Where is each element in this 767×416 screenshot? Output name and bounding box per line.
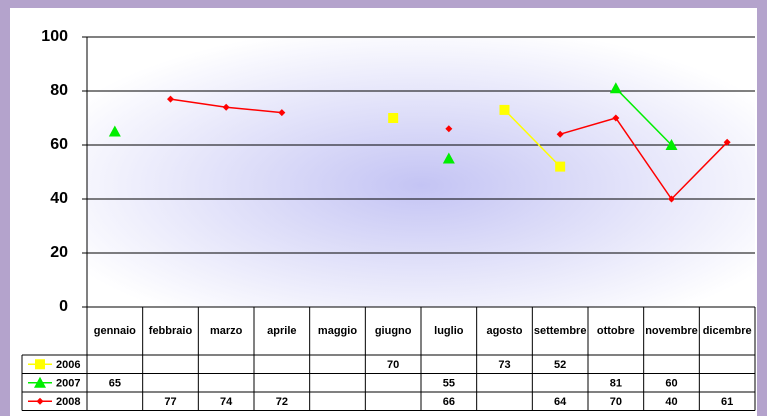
category-label: ottobre (596, 324, 635, 337)
category-label-box: giugno (374, 324, 412, 337)
plot-area (87, 37, 755, 307)
category-label: aprile (267, 324, 297, 337)
y-tick-label: 100 (41, 28, 68, 45)
y-tick-label: 20 (50, 244, 68, 261)
marker (723, 138, 731, 146)
table-value: 61 (721, 396, 733, 408)
table-value: 52 (554, 359, 566, 371)
legend-label: 2007 (56, 378, 80, 390)
marker (665, 139, 678, 150)
y-tick-label: 40 (50, 190, 68, 207)
marker (222, 103, 230, 111)
category-label: novembre (645, 324, 698, 337)
marker (167, 95, 174, 103)
table-value: 55 (443, 378, 455, 390)
category-label: gennaio (93, 324, 136, 337)
table-value: 81 (610, 378, 622, 390)
marker (445, 125, 453, 133)
marker (442, 152, 455, 164)
category-label-box: settembre (533, 324, 587, 337)
marker (388, 113, 399, 123)
y-tick-label: 60 (50, 136, 68, 153)
marker (108, 125, 121, 137)
table-value: 66 (443, 396, 455, 408)
category-label: dicembre (702, 324, 752, 337)
table-value: 70 (387, 359, 399, 371)
series-line (615, 87, 673, 146)
legend-label: 2008 (56, 396, 80, 408)
table-value: 64 (554, 396, 567, 408)
table-value: 74 (220, 396, 233, 408)
category-label-box: febbraio (148, 324, 193, 337)
marker (668, 195, 675, 203)
category-label: agosto (486, 324, 523, 337)
category-label-box: ottobre (596, 324, 635, 337)
category-label-box: agosto (486, 324, 523, 337)
series-line (503, 109, 561, 168)
y-tick-label: 80 (50, 82, 68, 99)
marker (34, 376, 46, 388)
category-label-box: novembre (645, 324, 698, 337)
category-label: febbraio (148, 324, 193, 337)
marker (36, 397, 44, 405)
category-label-box: maggio (317, 324, 358, 337)
table-value: 65 (109, 378, 121, 390)
category-label-box: marzo (209, 324, 243, 337)
marker (555, 161, 566, 172)
category-label-box: dicembre (702, 324, 752, 337)
table-value: 77 (164, 396, 176, 408)
table-value: 72 (276, 396, 288, 408)
category-label: maggio (317, 324, 358, 337)
marker (609, 82, 622, 94)
y-tick-label: 0 (59, 298, 68, 315)
category-label: marzo (209, 324, 243, 337)
table-value: 40 (665, 396, 677, 408)
table-value: 70 (610, 396, 622, 408)
category-label-box: aprile (267, 324, 297, 337)
marker (556, 130, 564, 138)
category-label: luglio (434, 324, 464, 337)
category-label: giugno (374, 324, 412, 337)
category-label-box: luglio (434, 324, 464, 337)
table-value: 60 (665, 378, 677, 390)
table-value: 73 (498, 359, 510, 371)
marker (612, 114, 620, 122)
marker (35, 359, 45, 370)
category-label-box: gennaio (93, 324, 136, 337)
marker (278, 109, 286, 117)
legend-label: 2006 (56, 359, 80, 371)
category-label: settembre (533, 324, 587, 337)
marker (499, 104, 510, 115)
